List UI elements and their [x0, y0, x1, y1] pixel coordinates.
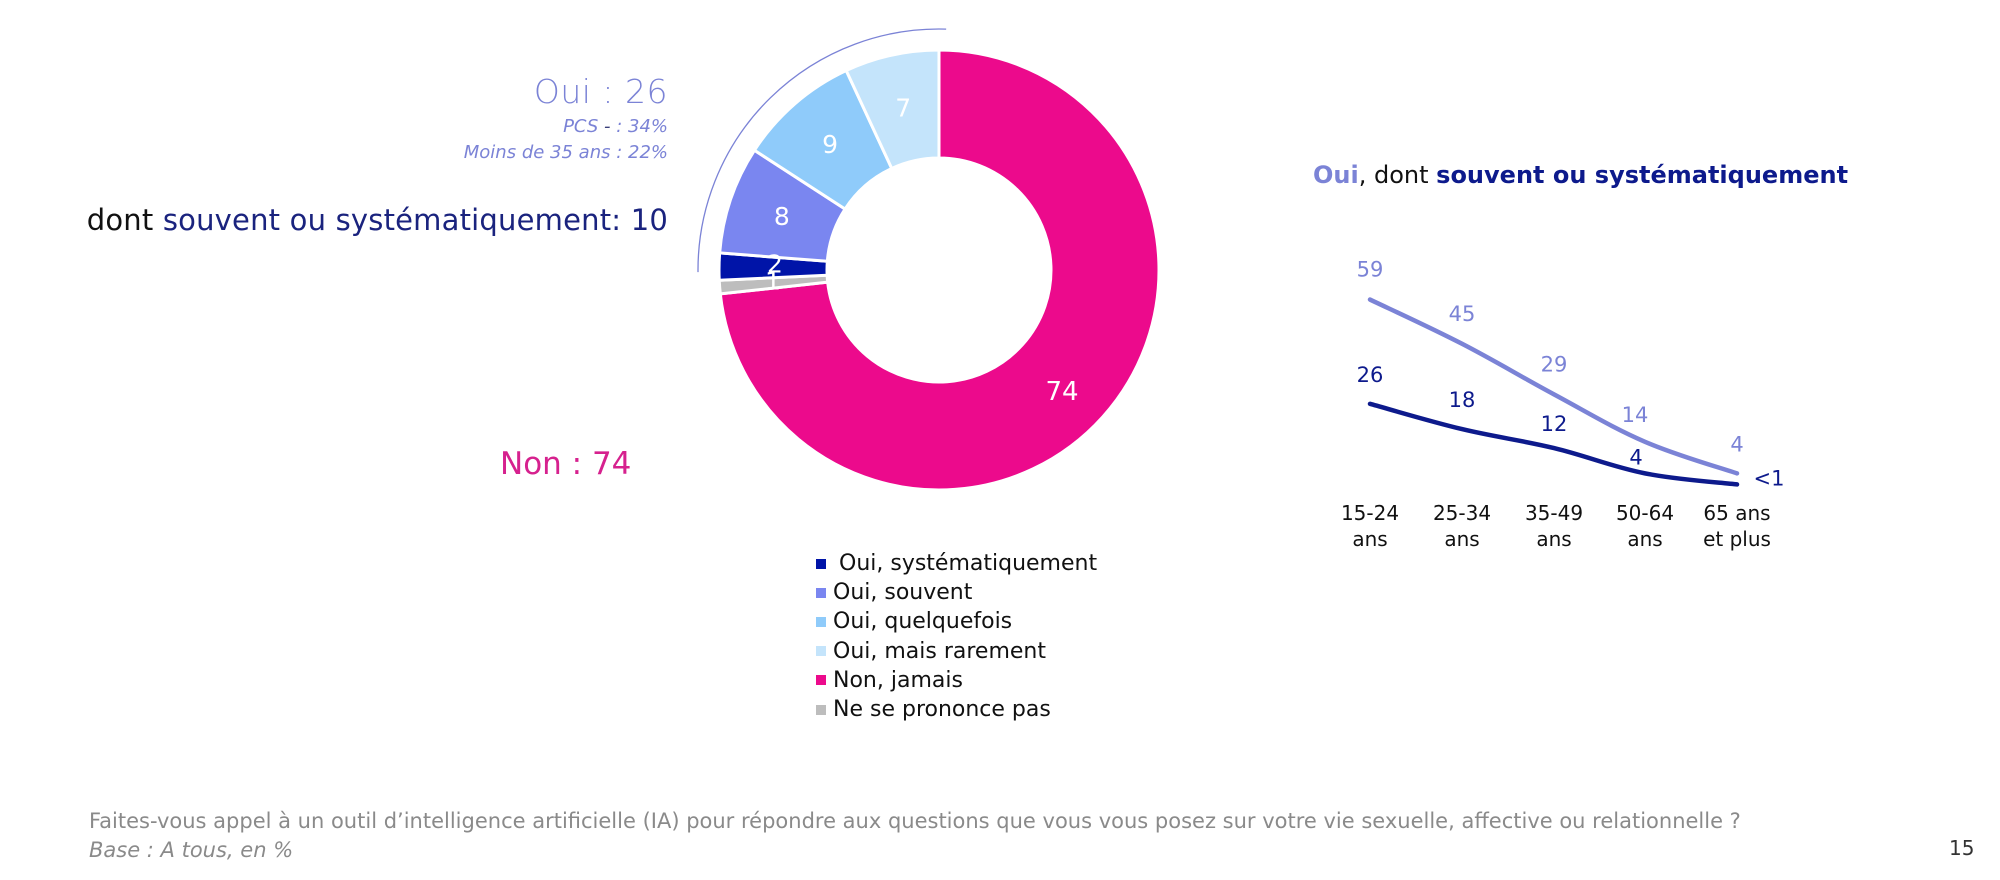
pcs-suffix: : 34%: [610, 116, 668, 137]
x-axis-tick-line: 50-64: [1615, 501, 1675, 525]
donut-label-rarement: 7: [895, 93, 911, 122]
line-title-oui: Oui: [1313, 161, 1359, 189]
pcs-dash: -: [603, 116, 611, 137]
line-data-label: 12: [1541, 412, 1568, 436]
line-title-souvent: souvent ou systématiquement: [1436, 161, 1849, 189]
dont-souvent-summary: dont souvent ou systématiquement: 10: [87, 203, 668, 237]
legend-swatch-icon: [816, 558, 826, 569]
line-data-label: 45: [1449, 302, 1476, 326]
oui-pcs-minus-note: PCS - : 34%: [563, 116, 668, 137]
donut-slices: [717, 48, 1161, 492]
legend-swatch-icon: [816, 587, 826, 598]
x-axis-tick-label: 65 ans et plus: [1687, 500, 1787, 552]
line-title-dont: , dont: [1358, 161, 1437, 189]
legend-label: Ne se prononce pas: [833, 697, 1051, 723]
legend-item: Oui, systématiquement: [816, 549, 1097, 578]
legend-swatch-icon: [816, 616, 826, 627]
line-data-label: 4: [1629, 445, 1642, 469]
donut-label-souvent: 8: [774, 202, 790, 231]
donut-label-nsp: 1: [765, 267, 781, 296]
x-axis-tick-line: ans: [1627, 527, 1663, 551]
x-axis-tick-line: ans: [1536, 527, 1572, 551]
x-axis-tick-label: 15-24 ans: [1320, 500, 1420, 552]
oui-bracket-arc: [697, 28, 947, 273]
donut-slice-non: [718, 48, 1161, 492]
x-axis-tick-label: 35-49 ans: [1504, 500, 1604, 552]
legend-item: Oui, mais rarement: [816, 637, 1097, 666]
donut-slice-rarement: [844, 48, 941, 171]
line-data-label: 18: [1449, 388, 1476, 412]
line-data-label: <1: [1754, 466, 1785, 490]
donut-label-quelquefois: 9: [822, 130, 838, 159]
x-axis-tick-label: 25-34 ans: [1412, 500, 1512, 552]
non-total-label: Non : 74: [500, 446, 632, 482]
pcs-prefix: PCS: [563, 116, 604, 137]
x-axis-tick-line: 65 ans: [1703, 501, 1771, 525]
legend-swatch-icon: [816, 646, 826, 657]
oui-total-label: Oui : 26: [533, 72, 668, 111]
x-axis-tick-label: 50-64 ans: [1595, 500, 1695, 552]
legend-label: Oui, mais rarement: [833, 638, 1046, 664]
page-number: 15: [1949, 836, 1975, 860]
legend-item: Oui, quelquefois: [816, 607, 1097, 636]
legend-swatch-icon: [816, 704, 826, 715]
legend-item: Non, jamais: [816, 666, 1097, 695]
line-chart-title: Oui, dont souvent ou systématiquement: [1313, 161, 1848, 189]
line-series-group: [1367, 297, 1740, 487]
donut-label-systematiquement: 2: [767, 250, 783, 279]
oui-under-35-note: Moins de 35 ans : 22%: [463, 142, 668, 163]
donut-legend: Oui, systématiquement Oui, souvent Oui, …: [816, 549, 1097, 724]
donut-data-labels: 74 12 8 9 7: [765, 93, 1079, 407]
line-data-label: 59: [1357, 258, 1384, 282]
survey-base: Base : A tous, en %: [89, 838, 294, 862]
legend-label: Non, jamais: [833, 667, 963, 693]
line-data-label: 26: [1357, 363, 1384, 387]
x-axis-tick-line: 25-34: [1432, 501, 1492, 525]
x-axis-tick-line: ans: [1444, 527, 1480, 551]
legend-item: Oui, souvent: [816, 578, 1097, 607]
x-axis-tick-line: ans: [1352, 527, 1388, 551]
x-axis-tick-line: 35-49: [1524, 501, 1584, 525]
line-series-oui: [1367, 297, 1740, 476]
donut-label-non: 74: [1045, 377, 1078, 407]
dont-value: souvent ou systématiquement: 10: [162, 203, 668, 237]
survey-question: Faites-vous appel à un outil d’intellige…: [89, 809, 1741, 833]
legend-label: Oui, quelquefois: [833, 609, 1013, 635]
line-data-label: 29: [1541, 352, 1568, 376]
line-series-souvent-systematiquement: [1367, 401, 1740, 487]
x-axis-tick-line: et plus: [1703, 527, 1771, 551]
x-axis-tick-line: 15-24: [1340, 501, 1400, 525]
line-data-label: 4: [1730, 432, 1743, 456]
dont-prefix: dont: [86, 203, 163, 237]
line-data-label: 14: [1622, 403, 1649, 427]
legend-label: Oui, souvent: [833, 580, 973, 606]
legend-swatch-icon: [816, 675, 826, 686]
legend-item: Ne se prononce pas: [816, 695, 1097, 724]
line-data-labels: 59 45 29 14 4 26 18 12 4 <1: [1357, 258, 1785, 491]
legend-label: Oui, systématiquement: [839, 551, 1098, 577]
